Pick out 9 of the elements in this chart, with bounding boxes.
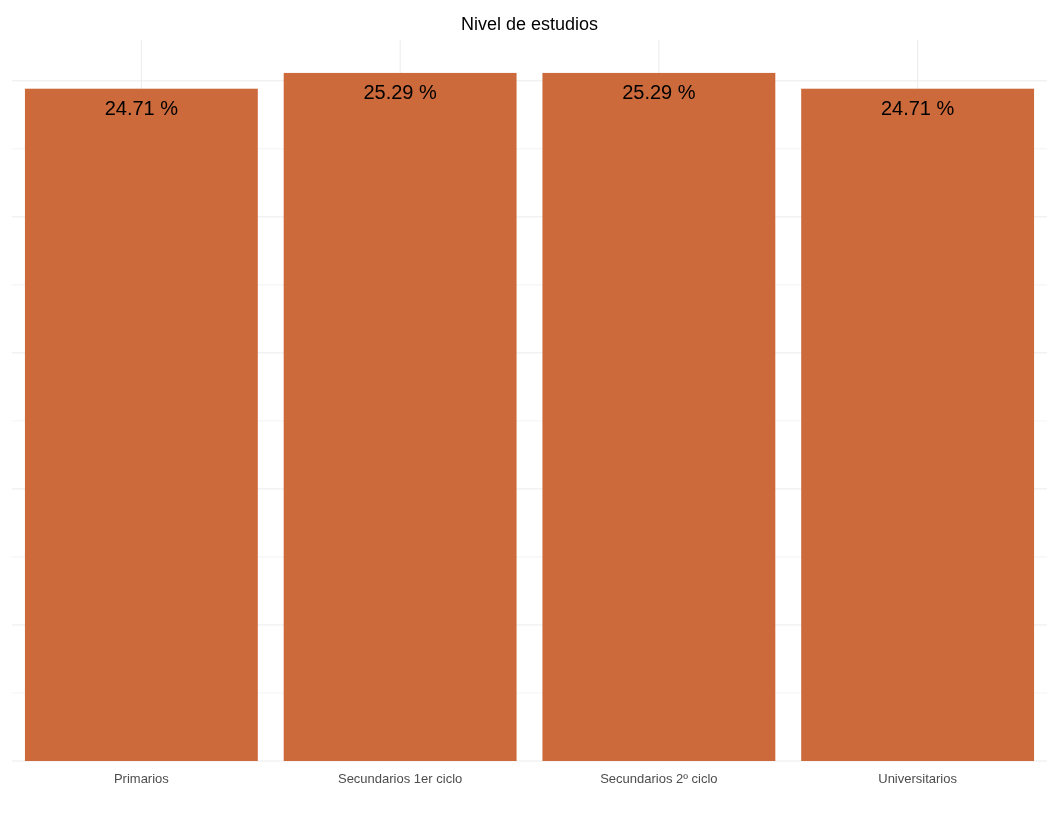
data-label: 24.71 % (104, 96, 179, 119)
data-label: 25.29 % (363, 80, 438, 103)
data-label: 24.71 % (880, 96, 955, 119)
x-tick-label: Secundarios 2º ciclo (600, 771, 718, 786)
chart-title: Nivel de estudios (460, 14, 599, 34)
x-tick-label: Universitarios (878, 771, 958, 786)
x-tick-label: Secundarios 1er ciclo (337, 771, 463, 786)
data-label: 25.29 % (622, 80, 696, 103)
x-tick-label: Primarios (113, 771, 170, 786)
